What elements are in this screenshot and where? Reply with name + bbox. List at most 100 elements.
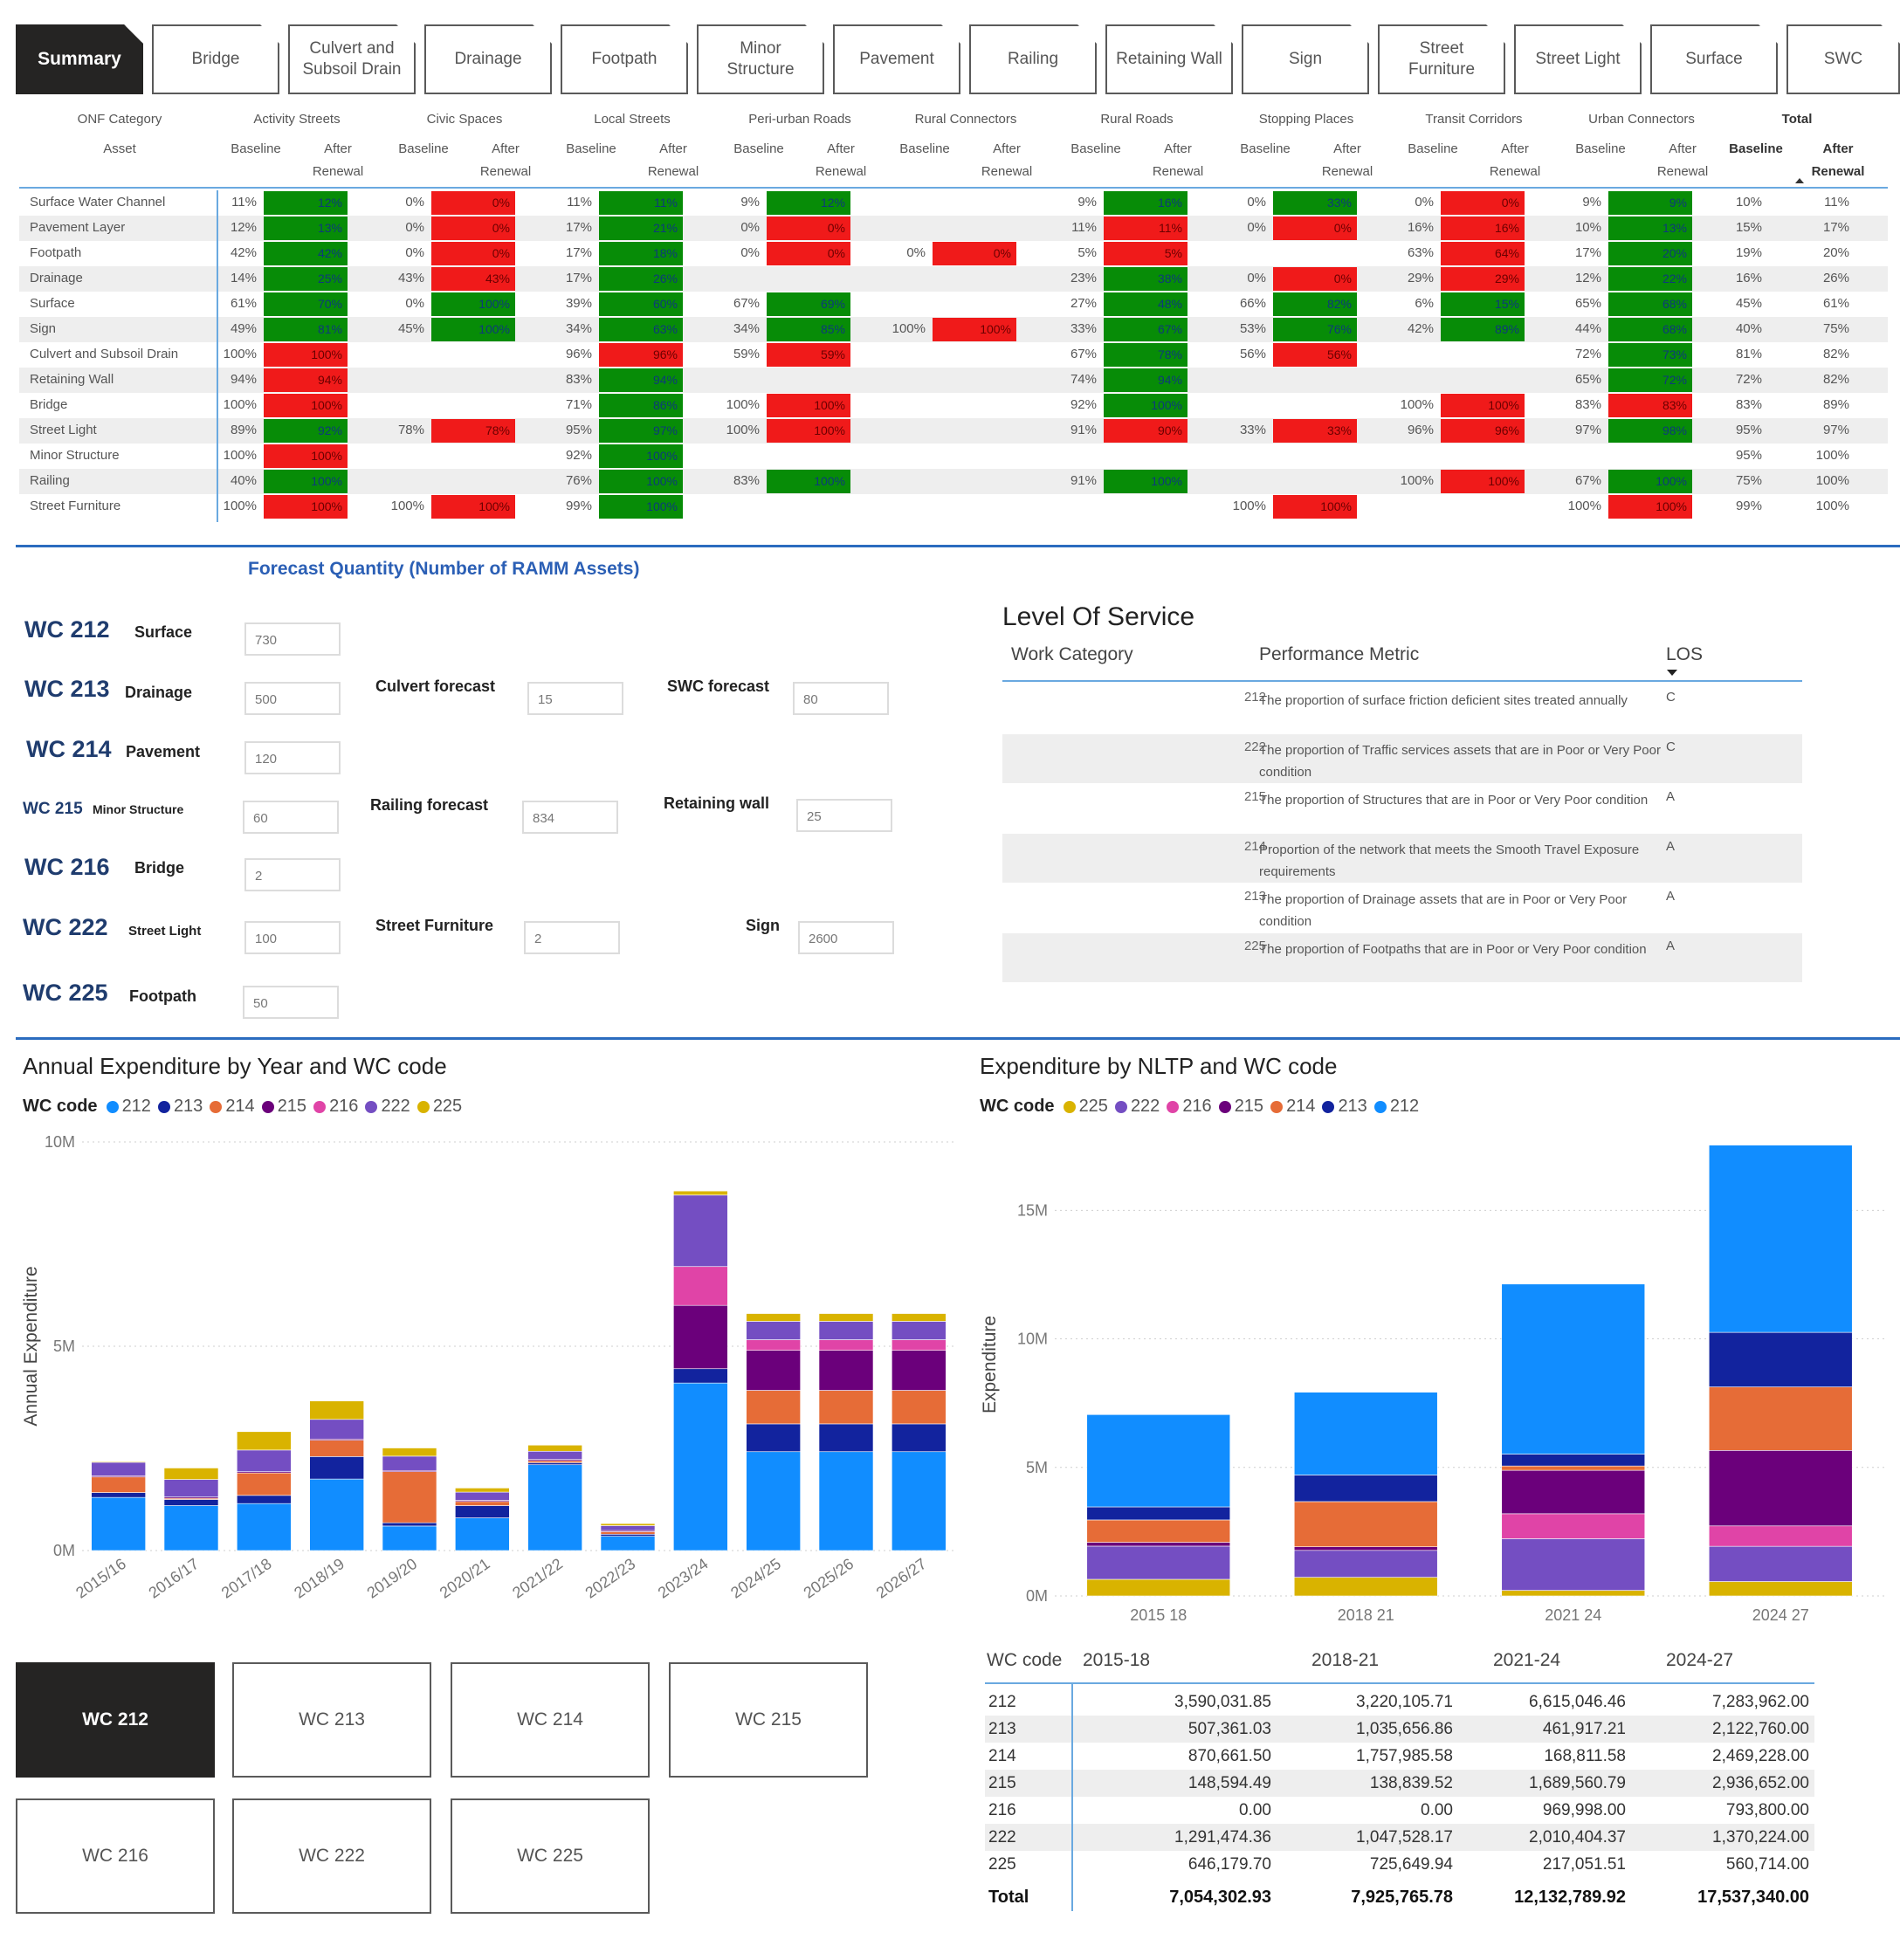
bar-segment-wc-222[interactable]	[91, 1461, 146, 1476]
tab-street-light[interactable]: Street Light	[1514, 24, 1642, 94]
bar-segment-wc-213[interactable]	[673, 1368, 728, 1384]
wc-215-slicer-button[interactable]: WC 215	[669, 1662, 868, 1778]
retaining-wall-input[interactable]: 25	[796, 799, 892, 832]
exp-header-2024-27[interactable]: 2024-27	[1666, 1650, 1734, 1670]
legend-item-222[interactable]: 222	[365, 1097, 410, 1117]
tab-sign[interactable]: Sign	[1242, 24, 1369, 94]
bar-segment-wc-213[interactable]	[1086, 1506, 1231, 1521]
bar-segment-wc-214[interactable]	[237, 1472, 292, 1496]
swc-forecast-input[interactable]: 80	[793, 682, 889, 715]
bar-segment-wc-222[interactable]	[818, 1321, 874, 1340]
bar-segment-wc-213[interactable]	[746, 1423, 801, 1453]
bar-segment-wc-222[interactable]	[1708, 1545, 1853, 1582]
tab-swc[interactable]: SWC	[1786, 24, 1900, 94]
bar-segment-wc-212[interactable]	[382, 1525, 437, 1551]
bar-segment-wc-214[interactable]	[1501, 1465, 1646, 1471]
bar-segment-wc-215[interactable]	[673, 1304, 728, 1370]
bar-segment-wc-225[interactable]	[527, 1444, 582, 1452]
wc-213-slicer-button[interactable]: WC 213	[232, 1662, 431, 1778]
culvert-forecast-input[interactable]: 15	[527, 682, 623, 715]
bar-segment-wc-225[interactable]	[891, 1313, 947, 1322]
sort-asc-icon[interactable]	[1795, 178, 1804, 183]
sort-desc-icon[interactable]	[1666, 669, 1678, 677]
bar-segment-wc-222[interactable]	[382, 1455, 437, 1471]
bar-segment-wc-225[interactable]	[1086, 1578, 1231, 1597]
pavement-forecast-input[interactable]: 120	[244, 741, 341, 774]
legend-item-212[interactable]: 212	[1373, 1097, 1419, 1117]
bar-segment-wc-213[interactable]	[1708, 1331, 1853, 1387]
bar-segment-wc-215[interactable]	[1086, 1542, 1231, 1547]
bar-segment-wc-222[interactable]	[309, 1419, 364, 1440]
bar-segment-wc-212[interactable]	[1501, 1283, 1646, 1455]
wc-214-slicer-button[interactable]: WC 214	[451, 1662, 650, 1778]
bar-segment-wc-225[interactable]	[382, 1448, 437, 1457]
bar-segment-wc-216[interactable]	[818, 1339, 874, 1351]
tab-railing[interactable]: Railing	[969, 24, 1097, 94]
bar-segment-wc-215[interactable]	[891, 1350, 947, 1391]
legend-item-225[interactable]: 225	[416, 1097, 462, 1117]
legend-item-215[interactable]: 215	[261, 1097, 306, 1117]
bar-segment-wc-225[interactable]	[91, 1461, 146, 1463]
exp-header-2015-18[interactable]: 2015-18	[1083, 1650, 1151, 1670]
tab-surface[interactable]: Surface	[1650, 24, 1778, 94]
bar-segment-wc-214[interactable]	[1708, 1386, 1853, 1451]
bar-segment-wc-214[interactable]	[527, 1460, 582, 1463]
bar-segment-wc-212[interactable]	[891, 1451, 947, 1551]
wc-222-slicer-button[interactable]: WC 222	[232, 1798, 431, 1914]
bar-segment-wc-215[interactable]	[818, 1350, 874, 1391]
bar-segment-wc-213[interactable]	[600, 1533, 656, 1537]
bar-segment-wc-225[interactable]	[237, 1431, 292, 1451]
bar-segment-wc-215[interactable]	[1501, 1469, 1646, 1515]
legend-item-225[interactable]: 225	[1063, 1097, 1108, 1117]
footpath-forecast-input[interactable]: 50	[243, 986, 339, 1019]
bar-segment-wc-212[interactable]	[91, 1496, 146, 1551]
bar-segment-wc-225[interactable]	[746, 1313, 801, 1322]
exp-header-2021-24[interactable]: 2021-24	[1493, 1650, 1561, 1670]
bar-segment-wc-212[interactable]	[237, 1503, 292, 1551]
bar-segment-wc-212[interactable]	[746, 1451, 801, 1551]
bar-segment-wc-213[interactable]	[891, 1423, 947, 1453]
bar-segment-wc-216[interactable]	[891, 1339, 947, 1351]
bar-segment-wc-222[interactable]	[673, 1194, 728, 1268]
legend-item-214[interactable]: 214	[210, 1097, 255, 1117]
bar-segment-wc-225[interactable]	[673, 1190, 728, 1196]
minor-structure-forecast-input[interactable]: 60	[243, 801, 339, 834]
bar-segment-wc-216[interactable]	[1501, 1513, 1646, 1539]
legend-item-213[interactable]: 213	[157, 1097, 203, 1117]
bar-segment-wc-222[interactable]	[1501, 1538, 1646, 1591]
bar-segment-wc-213[interactable]	[163, 1499, 219, 1506]
legend-item-213[interactable]: 213	[1322, 1097, 1367, 1117]
bar-segment-wc-213[interactable]	[382, 1522, 437, 1527]
bar-segment-wc-225[interactable]	[309, 1400, 364, 1420]
bar-segment-wc-222[interactable]	[891, 1321, 947, 1340]
tab-footpath[interactable]: Footpath	[561, 24, 688, 94]
bar-segment-wc-214[interactable]	[1293, 1501, 1438, 1548]
bar-segment-wc-212[interactable]	[455, 1517, 510, 1551]
bar-segment-wc-212[interactable]	[600, 1536, 656, 1551]
exp-header-wc-code[interactable]: WC code	[987, 1650, 1063, 1670]
bar-segment-wc-212[interactable]	[673, 1382, 728, 1551]
bar-segment-wc-222[interactable]	[163, 1479, 219, 1497]
bar-segment-wc-213[interactable]	[527, 1462, 582, 1466]
bar-segment-wc-214[interactable]	[91, 1476, 146, 1493]
bar-segment-wc-215[interactable]	[1708, 1450, 1853, 1527]
bar-segment-wc-216[interactable]	[1708, 1525, 1853, 1547]
legend-item-215[interactable]: 215	[1218, 1097, 1263, 1117]
bar-segment-wc-225[interactable]	[1708, 1581, 1853, 1597]
tab-minor-structure[interactable]: Minor Structure	[697, 24, 824, 94]
bar-segment-wc-222[interactable]	[1086, 1545, 1231, 1580]
bar-segment-wc-214[interactable]	[891, 1390, 947, 1425]
bar-segment-wc-222[interactable]	[455, 1491, 510, 1501]
bar-segment-wc-214[interactable]	[746, 1390, 801, 1425]
bar-segment-wc-214[interactable]	[600, 1531, 656, 1535]
bar-segment-wc-215[interactable]	[746, 1350, 801, 1391]
legend-item-214[interactable]: 214	[1270, 1097, 1315, 1117]
bar-segment-wc-225[interactable]	[1293, 1577, 1438, 1597]
bar-segment-wc-214[interactable]	[818, 1390, 874, 1425]
bar-segment-wc-222[interactable]	[527, 1450, 582, 1460]
wc-225-slicer-button[interactable]: WC 225	[451, 1798, 650, 1914]
tab-bridge[interactable]: Bridge	[152, 24, 279, 94]
tab-drainage[interactable]: Drainage	[424, 24, 552, 94]
bar-segment-wc-215[interactable]	[1293, 1546, 1438, 1551]
bar-segment-wc-212[interactable]	[1086, 1413, 1231, 1508]
